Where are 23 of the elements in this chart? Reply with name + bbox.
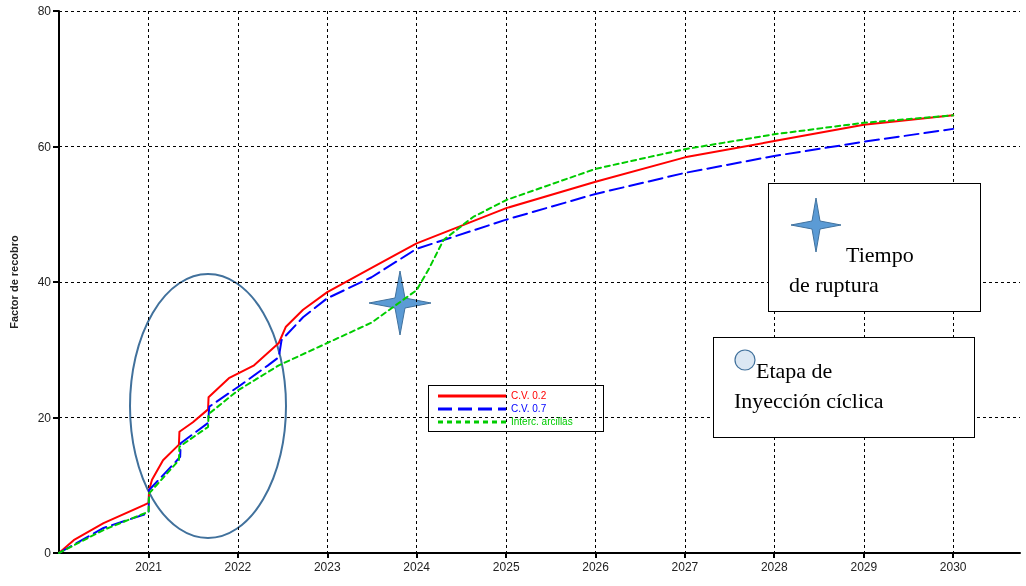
x-tick-label: 2030	[939, 560, 967, 574]
y-tick-label: 80	[37, 4, 52, 18]
y-tick-label: 40	[37, 275, 52, 289]
y-tick-label: 0	[44, 546, 52, 560]
text: Interc. arcillas	[511, 416, 573, 427]
x-tick-label: 2025	[492, 560, 520, 574]
note-box: Etapa de Inyección cíclica	[713, 337, 975, 438]
annotation: Etapa de Inyección cíclica	[734, 357, 885, 415]
text: C.V. 0.7	[511, 403, 547, 414]
x-tick-label: 2029	[850, 560, 878, 574]
x-tick-label: 2023	[313, 560, 341, 574]
x-tick-label: 2027	[671, 560, 699, 574]
text: C.V. 0.2	[511, 390, 547, 401]
annotation: Tiempo de ruptura	[789, 241, 915, 299]
x-tick-label: 2022	[224, 560, 252, 574]
x-tick-label: 2026	[582, 560, 610, 574]
y-tick-label: 60	[37, 139, 52, 154]
y-axis-title: Factor de recobro	[7, 234, 20, 329]
note-box: Tiempo de ruptura	[768, 183, 981, 312]
x-tick-label: 2024	[403, 560, 431, 574]
x-tick-label: 2028	[760, 560, 788, 574]
x-tick-label: 2021	[135, 560, 163, 574]
y-tick-label: 20	[37, 410, 52, 425]
